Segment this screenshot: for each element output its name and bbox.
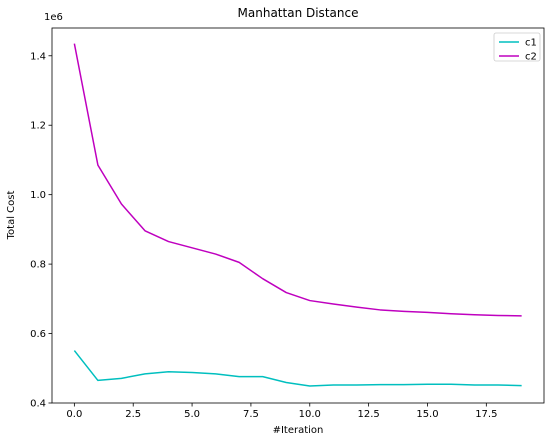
chart-title: Manhattan Distance <box>238 6 359 20</box>
x-tick-label: 5.0 <box>184 409 200 420</box>
y-tick-label: 1.4 <box>30 51 46 62</box>
y-offset-text: 1e6 <box>44 12 63 23</box>
x-axis-ticks: 0.0 2.5 5.0 7.5 10.0 12.5 15.0 17.5 <box>66 403 497 420</box>
plot-background <box>52 28 544 403</box>
y-axis-ticks: 0.4 0.6 0.8 1.0 1.2 1.4 <box>30 51 52 410</box>
x-tick-label: 12.5 <box>357 409 379 420</box>
legend-label-c1: c1 <box>525 38 537 49</box>
plot-frame <box>51 27 545 404</box>
y-tick-label: 0.6 <box>30 329 46 340</box>
legend-frame <box>493 32 541 62</box>
x-axis-label: #Iteration <box>273 425 324 436</box>
x-tick-label: 2.5 <box>125 409 141 420</box>
x-tick-label: 7.5 <box>243 409 259 420</box>
series-lines <box>73 43 522 387</box>
x-tick-label: 10.0 <box>299 409 321 420</box>
x-tick-label: 17.5 <box>475 409 497 420</box>
y-tick-label: 1.0 <box>30 190 46 201</box>
y-axis-label: Total Cost <box>6 191 17 241</box>
x-tick-label: 15.0 <box>416 409 438 420</box>
legend-label-c2: c2 <box>525 52 537 63</box>
series-line-c1 <box>73 350 522 387</box>
y-tick-label: 0.8 <box>30 260 46 271</box>
x-tick-label: 0.0 <box>66 409 82 420</box>
y-tick-label: 0.4 <box>30 399 46 410</box>
series-line-c2 <box>73 43 522 317</box>
y-tick-label: 1.2 <box>30 121 46 132</box>
